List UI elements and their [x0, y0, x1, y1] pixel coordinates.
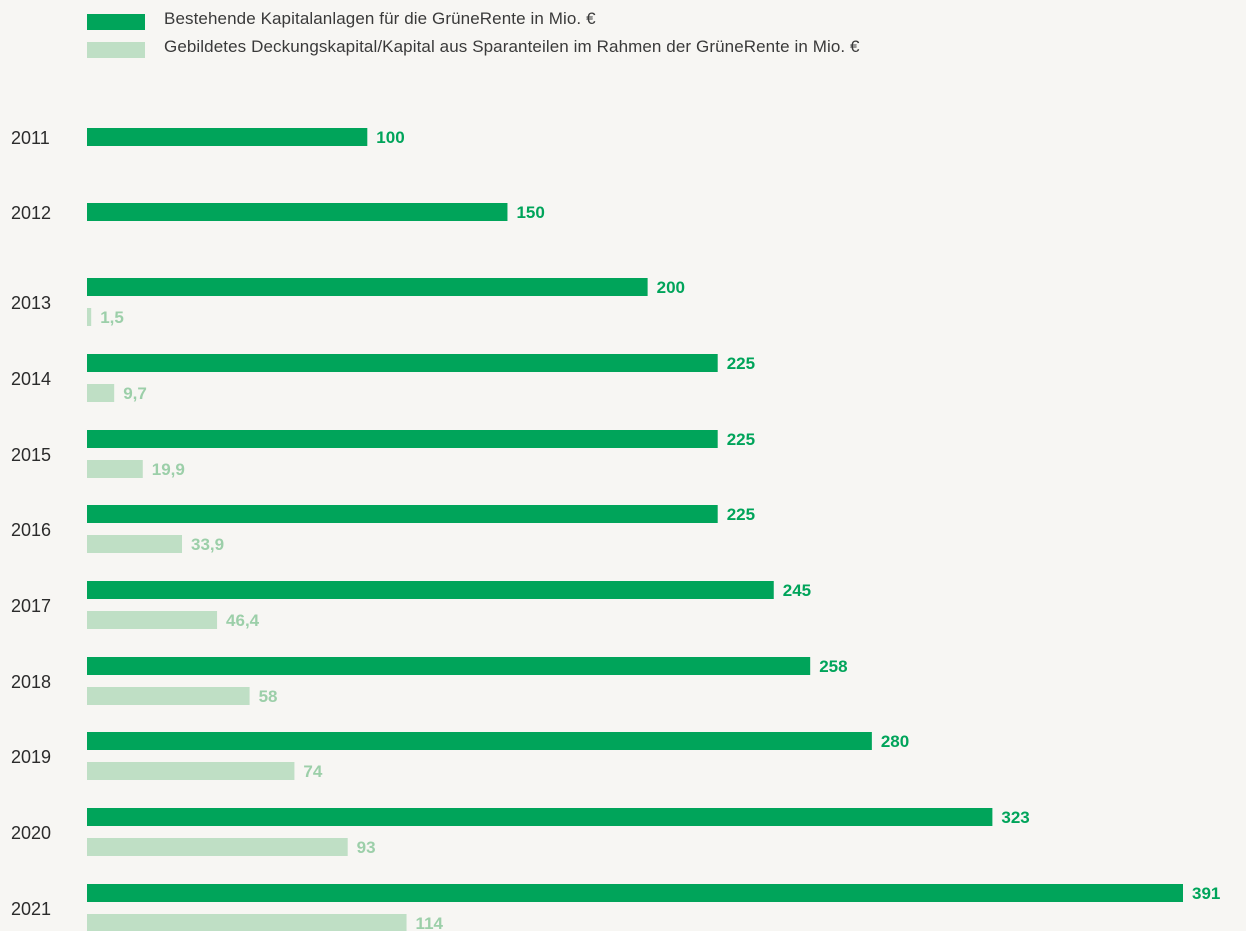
bar-s1-2020 [87, 808, 993, 826]
bar-s1-2019 [87, 732, 872, 750]
bar-s1-2012 [87, 203, 508, 221]
legend-swatch-kapitalanlagen [87, 14, 145, 30]
value-label-s1-2017: 245 [783, 581, 811, 600]
bar-s2-2021 [87, 914, 407, 931]
year-label-2011: 2011 [11, 128, 50, 148]
year-label-2021: 2021 [11, 899, 51, 919]
value-label-s2-2018: 58 [259, 687, 278, 706]
bar-s1-2013 [87, 278, 648, 296]
bar-s1-2015 [87, 430, 718, 448]
bar-s2-2017 [87, 611, 218, 629]
value-label-s1-2013: 200 [657, 278, 685, 297]
bar-s1-2014 [87, 354, 718, 372]
bar-s2-2020 [87, 838, 348, 856]
bar-s1-2017 [87, 581, 774, 599]
value-label-s1-2016: 225 [727, 505, 755, 524]
year-label-2018: 2018 [11, 672, 51, 692]
value-label-s1-2012: 150 [516, 203, 544, 222]
year-label-2015: 2015 [11, 445, 51, 465]
value-label-s2-2015: 19,9 [152, 460, 185, 479]
bar-s1-2018 [87, 657, 811, 675]
bar-s2-2016 [87, 535, 183, 553]
value-label-s1-2020: 323 [1001, 808, 1029, 827]
value-label-s1-2011: 100 [376, 128, 404, 147]
value-label-s2-2014: 9,7 [123, 384, 147, 403]
value-label-s2-2019: 74 [303, 762, 322, 781]
year-label-2014: 2014 [11, 369, 51, 389]
bar-s2-2019 [87, 762, 295, 780]
value-label-s2-2013: 1,5 [100, 308, 124, 327]
bar-s1-2011 [87, 128, 368, 146]
legend-swatch-deckungskapital [87, 42, 145, 58]
bar-s2-2015 [87, 460, 143, 478]
value-label-s1-2015: 225 [727, 430, 755, 449]
legend-label-deckungskapital: Gebildetes Deckungskapital/Kapital aus S… [164, 37, 860, 56]
value-label-s2-2017: 46,4 [226, 611, 260, 630]
year-label-2017: 2017 [11, 596, 51, 616]
year-label-2016: 2016 [11, 520, 51, 540]
year-label-2013: 2013 [11, 293, 51, 313]
value-label-s1-2014: 225 [727, 354, 755, 373]
value-label-s2-2016: 33,9 [191, 535, 224, 554]
year-label-2019: 2019 [11, 747, 51, 767]
legend-label-kapitalanlagen: Bestehende Kapitalanlagen für die GrüneR… [164, 9, 596, 28]
bar-s1-2016 [87, 505, 718, 523]
value-label-s2-2020: 93 [357, 838, 376, 857]
value-label-s1-2021: 391 [1192, 884, 1220, 903]
bar-s1-2021 [87, 884, 1183, 902]
bar-s2-2013 [87, 308, 92, 326]
value-label-s2-2021: 114 [416, 914, 444, 931]
bar-s2-2018 [87, 687, 250, 705]
year-label-2012: 2012 [11, 203, 51, 223]
value-label-s1-2018: 258 [819, 657, 847, 676]
value-label-s1-2019: 280 [881, 732, 909, 751]
year-label-2020: 2020 [11, 823, 51, 843]
bar-s2-2014 [87, 384, 115, 402]
